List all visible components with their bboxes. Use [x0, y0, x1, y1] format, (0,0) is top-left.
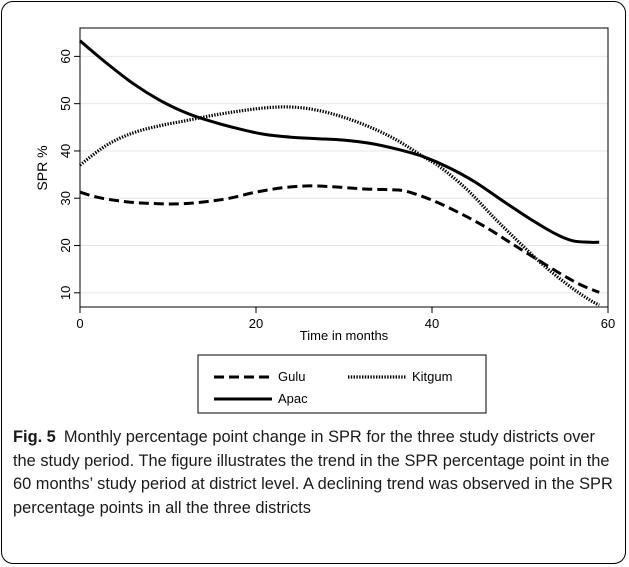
- x-axis-label: Time in months: [300, 328, 389, 343]
- series-line-kitgum: [79, 105, 600, 307]
- x-tick-label: 60: [601, 316, 615, 331]
- figure-label: Fig. 5: [13, 428, 56, 446]
- x-tick-label: 20: [249, 316, 263, 331]
- y-tick-label: 40: [58, 144, 73, 158]
- legend-label-kitgum: Kitgum: [412, 369, 452, 384]
- y-tick-label: 50: [58, 96, 73, 110]
- axes: 10 20 30 40 50 60 0 20 40 60: [58, 49, 615, 331]
- x-tick-label: 40: [425, 316, 439, 331]
- y-tick-label: 10: [58, 286, 73, 300]
- series-lines: [79, 39, 600, 307]
- plot-frame: [79, 27, 609, 308]
- legend-label-apac: Apac: [278, 391, 308, 406]
- y-tick-label: 60: [58, 49, 73, 63]
- line-chart: 10 20 30 40 50 60 0 20 40 60 Time in months SPR %…: [34, 27, 615, 414]
- series-line-gulu: [79, 184, 600, 294]
- y-tick-label: 30: [58, 191, 73, 205]
- y-axis-label: SPR %: [34, 145, 50, 190]
- legend-box: [197, 354, 487, 414]
- series-line-apac: [79, 39, 600, 244]
- y-tick-label: 20: [58, 238, 73, 252]
- x-tick-label: 0: [76, 316, 83, 331]
- caption-text: Monthly percentage point change in SPR f…: [13, 428, 613, 517]
- legend-label-gulu: Gulu: [278, 369, 305, 384]
- grid-lines: [80, 55, 608, 294]
- figure-caption: Fig. 5 Monthly percentage point change in…: [13, 426, 618, 520]
- legend: Gulu Kitgum Apac: [214, 369, 452, 406]
